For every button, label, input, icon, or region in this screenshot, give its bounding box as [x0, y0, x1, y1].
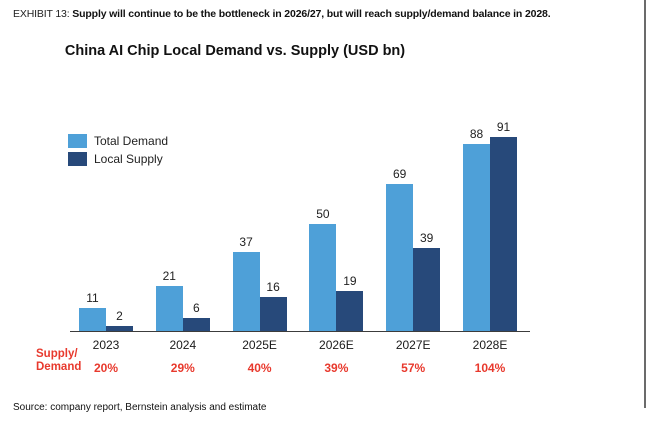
category-row: 2023 2024 2025E 2026E 2027E 2028E — [0, 338, 650, 353]
bar-value-label: 50 — [316, 207, 330, 221]
bar-value-label: 6 — [192, 301, 200, 315]
bar-local-supply — [259, 297, 287, 331]
ratio-label: Supply/ Demand — [36, 348, 81, 374]
legend-swatch-local-supply — [68, 151, 87, 166]
bar-value-label: 69 — [393, 167, 407, 181]
bar-local-supply — [182, 318, 210, 331]
bar-local-supply — [490, 137, 517, 331]
category-label: 2023 — [92, 338, 120, 352]
chart-legend: Total Demand Local Supply — [68, 132, 168, 168]
legend-label-local-supply: Local Supply — [94, 151, 163, 166]
page-right-border — [644, 0, 646, 408]
bar-value-label: 37 — [239, 235, 253, 249]
exhibit-label: EXHIBIT 13: — [13, 8, 70, 20]
ratio-label-line2: Demand — [36, 361, 82, 373]
bar-group-2023: 11 2 — [79, 113, 133, 331]
legend-swatch-total-demand — [68, 133, 87, 148]
bar-group-2028E: 88 91 — [463, 113, 517, 331]
bar-value-label: 39 — [420, 231, 434, 245]
source-note: Source: company report, Bernstein analys… — [13, 402, 267, 413]
exhibit-headline: Supply will continue to be the bottlenec… — [72, 8, 551, 20]
bar-group-2024: 21 6 — [155, 113, 210, 331]
bar-value-label: 19 — [343, 274, 357, 288]
category-label: 2026E — [319, 338, 354, 352]
bar-group-2026E: 50 19 — [309, 113, 364, 331]
ratio-row: 20% 29% 40% 39% 57% 104% — [0, 361, 650, 376]
bar-value-label: 88 — [469, 127, 484, 141]
bar-total-demand — [155, 286, 183, 331]
bar-value-label: 11 — [86, 291, 99, 305]
bar-total-demand — [386, 184, 414, 331]
exhibit-header: EXHIBIT 13: Supply will continue to be t… — [13, 8, 633, 20]
legend-item-local-supply: Local Supply — [68, 150, 168, 167]
legend-item-total-demand: Total Demand — [68, 132, 168, 149]
bar-value-label: 91 — [496, 120, 511, 134]
ratio-value: 104% — [474, 361, 506, 375]
legend-label-total-demand: Total Demand — [94, 133, 169, 148]
ratio-value: 57% — [401, 361, 426, 375]
category-label: 2025E — [242, 338, 277, 352]
bar-total-demand — [79, 308, 106, 331]
bar-total-demand — [463, 144, 490, 331]
bar-value-label: 21 — [162, 269, 176, 283]
plot-area: 11 2 21 6 37 16 50 19 69 39 88 91 — [70, 113, 530, 332]
ratio-label-line1: Supply/ — [36, 348, 78, 360]
ratio-value: 39% — [324, 361, 349, 375]
ratio-value: 20% — [93, 361, 119, 375]
bar-local-supply — [336, 291, 364, 331]
bar-total-demand — [232, 252, 260, 331]
bar-value-label: 2 — [116, 309, 123, 323]
ratio-value: 40% — [247, 361, 272, 375]
bar-group-2025E: 37 16 — [232, 113, 287, 331]
bar-local-supply — [106, 326, 133, 331]
ratio-value: 29% — [170, 361, 195, 375]
bar-group-2027E: 69 39 — [386, 113, 441, 331]
bar-value-label: 16 — [266, 280, 280, 294]
category-label: 2028E — [472, 338, 508, 352]
chart-title: China AI Chip Local Demand vs. Supply (U… — [64, 43, 406, 59]
category-label: 2024 — [169, 338, 197, 352]
category-label: 2027E — [395, 338, 431, 352]
bar-total-demand — [309, 224, 337, 331]
bar-local-supply — [413, 248, 441, 331]
